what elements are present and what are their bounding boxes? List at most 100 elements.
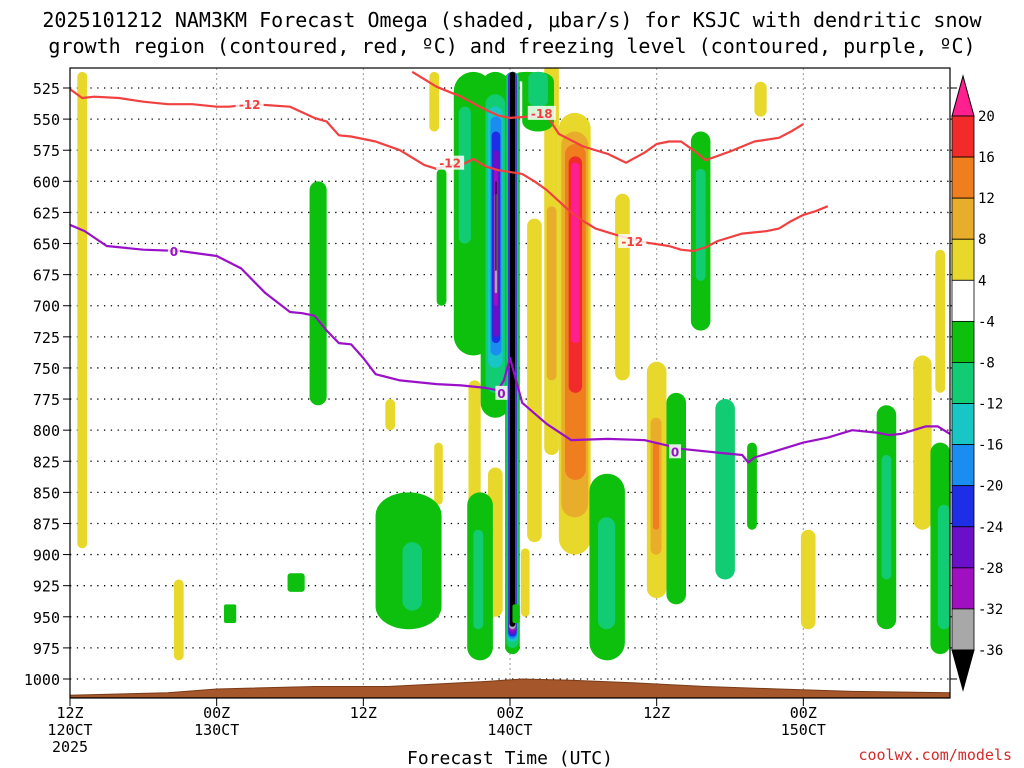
colorbar-tick-10: -24 xyxy=(978,520,1003,536)
colorbar-swatch-6 xyxy=(951,320,975,363)
y-tick-label-575: 575 xyxy=(33,142,60,160)
omega-green-east-low xyxy=(666,392,686,605)
omega-pink-max xyxy=(571,162,580,344)
freezing-level-line xyxy=(70,223,950,464)
isotherm-minus-12-label-1: -12 xyxy=(439,157,461,171)
omega-gold-band-a xyxy=(546,206,557,381)
omega-teal-low-west xyxy=(402,542,422,611)
y-tick-label-875: 875 xyxy=(33,515,60,533)
colorbar-swatch-13 xyxy=(951,608,975,651)
omega-teal-top xyxy=(528,71,548,107)
omega-yellow-east-5 xyxy=(800,529,816,630)
y-tick-label-700: 700 xyxy=(33,298,60,316)
colorbar-tick-5: -4 xyxy=(978,314,995,330)
omega-teal-upper xyxy=(458,106,471,244)
y-tick-label-550: 550 xyxy=(33,111,60,129)
x-tick-date-12: 130CT xyxy=(194,721,239,739)
colorbar-swatch-10 xyxy=(951,485,975,528)
omega-teal-east-low-4 xyxy=(881,455,892,580)
omega-green-core-tail xyxy=(512,604,520,624)
omega-yellow-post-core xyxy=(527,218,542,543)
colorbar-tick-6: -8 xyxy=(978,355,995,371)
x-tick-time-36: 00Z xyxy=(496,704,523,722)
freezing-level-line-label-bg-0 xyxy=(167,243,180,258)
omega-orange-east-2 xyxy=(653,442,660,530)
x-tick-time-48: 12Z xyxy=(643,704,670,722)
isotherm-minus-12 xyxy=(70,88,829,253)
omega-green-sliver xyxy=(287,573,305,592)
y-tick-label-775: 775 xyxy=(33,391,60,409)
omega-black-core xyxy=(509,71,516,627)
colorbar-tick-9: -20 xyxy=(978,479,1003,495)
y-tick-label-900: 900 xyxy=(33,547,60,565)
terrain-surface xyxy=(69,678,951,699)
isotherm-minus-12-label-bg-0 xyxy=(235,97,264,112)
omega-green-east-low-3 xyxy=(747,442,757,530)
x-tick-date-36: 140CT xyxy=(487,721,532,739)
omega-green-dot xyxy=(224,604,237,624)
y-tick-label-750: 750 xyxy=(33,360,60,378)
y-tick-label-650: 650 xyxy=(33,236,60,254)
x-tick-time-0: 12Z xyxy=(56,704,83,722)
colorbar-tick-2: 12 xyxy=(978,191,995,207)
omega-yellow-low-1 xyxy=(173,579,184,661)
y-tick-label-925: 925 xyxy=(33,578,60,596)
y-tick-label-600: 600 xyxy=(33,173,60,191)
x-axis-label: Forecast Time (UTC) xyxy=(407,748,613,768)
colorbar-swatch-4 xyxy=(951,238,975,281)
freezing-level-line-label-bg-1 xyxy=(495,385,508,400)
omega-shading xyxy=(77,68,950,661)
x-tick-time-24: 12Z xyxy=(350,704,377,722)
pressure-axis: 525 550 575 600 625 650 675 700 725 750 775 800 825 8… xyxy=(24,80,957,689)
colorbar-swatch-8 xyxy=(951,403,975,446)
colorbar-swatch-2 xyxy=(951,156,975,199)
omega-teal-right-low xyxy=(937,504,950,630)
colorbar-swatch-3 xyxy=(951,197,975,240)
colorbar: 20 16 12 8 4 -4 -8 -12 -16 -20 -24 -28 -32 -36 xyxy=(951,74,1003,692)
colorbar-tick-1: 16 xyxy=(978,150,995,166)
omega-yellow-left-edge xyxy=(77,71,88,549)
y-tick-label-675: 675 xyxy=(33,267,60,285)
y-tick-label-825: 825 xyxy=(33,453,60,471)
isotherm-minus-12-label-bg-2 xyxy=(618,234,647,249)
omega-black-sliver xyxy=(495,181,497,271)
omega-yellow-east-4 xyxy=(754,81,767,117)
freezing-level-line-label-bg-2 xyxy=(669,444,681,459)
colorbar-tick-12: -32 xyxy=(978,602,1003,618)
omega-green-thin-1 xyxy=(436,168,447,306)
omega-yellow-top-1 xyxy=(429,71,440,132)
colorbar-swatch-1 xyxy=(951,115,975,158)
x-tick-date-60: 150CT xyxy=(781,721,826,739)
freezing-level-line-label-1: 0 xyxy=(497,387,505,401)
colorbar-tick-13: -36 xyxy=(978,643,1003,659)
isotherm-minus-12-label-2: -12 xyxy=(621,235,643,249)
omega-yellow-east-6 xyxy=(913,355,932,530)
colorbar-top-arrow xyxy=(951,74,975,117)
omega-green-west xyxy=(309,181,327,406)
credit-text: coolwx.com/models xyxy=(858,746,1012,764)
omega-yellow-core-east xyxy=(521,548,530,617)
omega-teal-lower-core xyxy=(473,529,484,630)
y-tick-label-1000: 1000 xyxy=(24,671,60,689)
y-tick-label-800: 800 xyxy=(33,422,60,440)
isotherm-minus-18-label-0: -18 xyxy=(531,107,553,121)
chart-title-line-2: growth region (contoured, red, ºC) and f… xyxy=(48,34,975,58)
colorbar-tick-7: -12 xyxy=(978,397,1003,413)
isotherm-minus-18 xyxy=(411,70,804,164)
colorbar-tick-8: -16 xyxy=(978,438,1003,454)
colorbar-tick-0: 20 xyxy=(978,109,995,125)
x-tick-time-12: 00Z xyxy=(203,704,230,722)
omega-teal-east-mid xyxy=(695,168,706,281)
y-tick-label-625: 625 xyxy=(33,204,60,222)
omega-green-east-low-2 xyxy=(715,399,735,580)
y-tick-label-950: 950 xyxy=(33,609,60,627)
colorbar-swatch-11 xyxy=(951,526,975,569)
chart-title-line-1: 2025101212 NAM3KM Forecast Omega (shaded… xyxy=(42,8,982,32)
freezing-level-line-label-2: 0 xyxy=(671,445,679,459)
isotherm-minus-12-label-bg-1 xyxy=(436,155,465,170)
terrain-band xyxy=(69,678,951,699)
colorbar-swatch-5 xyxy=(951,279,975,322)
colorbar-swatch-12 xyxy=(951,567,975,610)
